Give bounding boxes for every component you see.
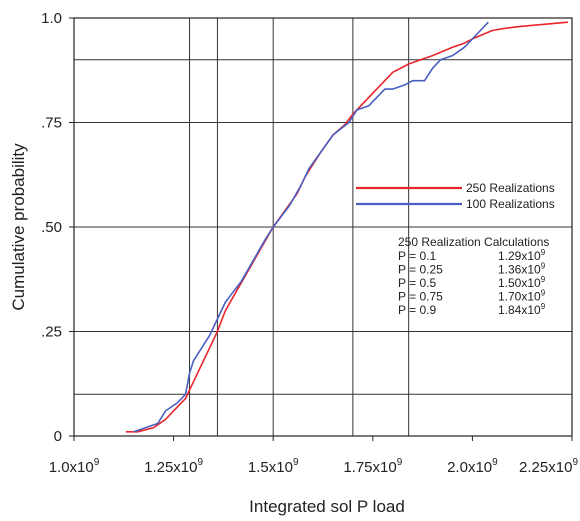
y-tick-label: .50 (41, 219, 62, 236)
calc-probability: P = 0.1 (398, 249, 436, 263)
x-tick-label: 1.75x109 (343, 457, 402, 476)
legend: 250 Realizations 100 Realizations (356, 181, 555, 211)
calc-probability: P = 0.9 (398, 303, 436, 317)
y-tick-label: 1.0 (41, 10, 62, 27)
calc-probability: P = 0.5 (398, 276, 436, 290)
legend-entry: 100 Realizations (466, 197, 555, 211)
legend-entry: 250 Realizations (466, 181, 555, 195)
calc-probability: P = 0.25 (398, 263, 443, 277)
calc-title: 250 Realization Calculations (398, 235, 549, 249)
y-tick-label: .75 (41, 115, 62, 132)
calc-value: 1.84x109 (498, 302, 546, 317)
calc-value: 1.36x109 (498, 262, 546, 277)
calc-value: 1.50x109 (498, 275, 546, 290)
x-axis-ticks: 1.0x109 1.25x109 1.5x109 1.75x109 2.0x109 2.2… (49, 436, 578, 476)
calc-value: 1.70x109 (498, 289, 546, 304)
y-tick-label: 0 (54, 428, 62, 445)
y-axis-ticks: 0 .25 .50 .75 1.0 (41, 10, 74, 445)
grid-lines (74, 18, 572, 436)
x-axis-label: Integrated sol P load (249, 497, 405, 516)
series-line-100-realizations (133, 21, 489, 433)
x-tick-label: 1.0x109 (49, 457, 100, 476)
y-axis-label: Cumulative probability (9, 143, 28, 311)
x-tick-label: 2.0x109 (447, 457, 498, 476)
x-tick-label: 1.5x109 (248, 457, 299, 476)
calc-value: 1.29x109 (498, 248, 546, 263)
x-tick-label: 2.25x109 (519, 457, 578, 476)
x-tick-label: 1.25x109 (144, 457, 203, 476)
series-lines (125, 21, 569, 433)
y-tick-label: .25 (41, 324, 62, 341)
calc-probability: P = 0.75 (398, 290, 443, 304)
